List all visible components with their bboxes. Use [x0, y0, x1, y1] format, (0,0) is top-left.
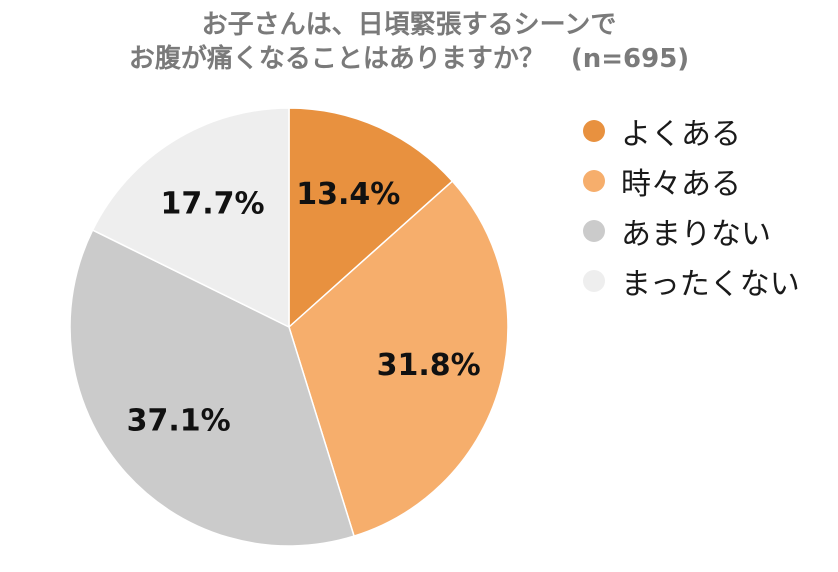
legend-label-1: よくある [621, 117, 741, 152]
legend-swatch-3 [583, 220, 605, 242]
legend-swatch-2 [583, 170, 605, 192]
legend-label-4: まったくない [621, 267, 800, 302]
legend-item-4: まったくない [583, 256, 800, 306]
chart-title-line-2: お腹が痛くなることはありますか？ (n=695) [128, 44, 690, 74]
legend: よくある時々あるあまりないまったくない [583, 106, 800, 306]
chart-title-line-1: お子さんは、日頃緊張するシーンで [201, 10, 617, 40]
legend-swatch-4 [583, 270, 605, 292]
pie-slice-label-1: 13.4% [296, 177, 400, 212]
pie-slice-label-4: 17.7% [160, 186, 264, 221]
pie-slice-2 [288, 180, 509, 538]
legend-swatch-1 [583, 120, 605, 142]
legend-label-2: 時々ある [621, 167, 741, 202]
legend-label-3: あまりない [621, 217, 771, 252]
pie-slice-3 [69, 229, 355, 547]
legend-item-2: 時々ある [583, 156, 800, 206]
pie-slices [69, 107, 509, 547]
pie-slice-4 [91, 107, 290, 329]
legend-item-3: あまりない [583, 206, 800, 256]
pie-slice-label-2: 31.8% [377, 348, 481, 383]
pie-slice-label-3: 37.1% [127, 404, 231, 439]
legend-item-1: よくある [583, 106, 800, 156]
pie-slice-1 [288, 107, 454, 329]
pie-slice-labels: 13.4% 31.8% 37.1% 17.7% [127, 177, 481, 439]
